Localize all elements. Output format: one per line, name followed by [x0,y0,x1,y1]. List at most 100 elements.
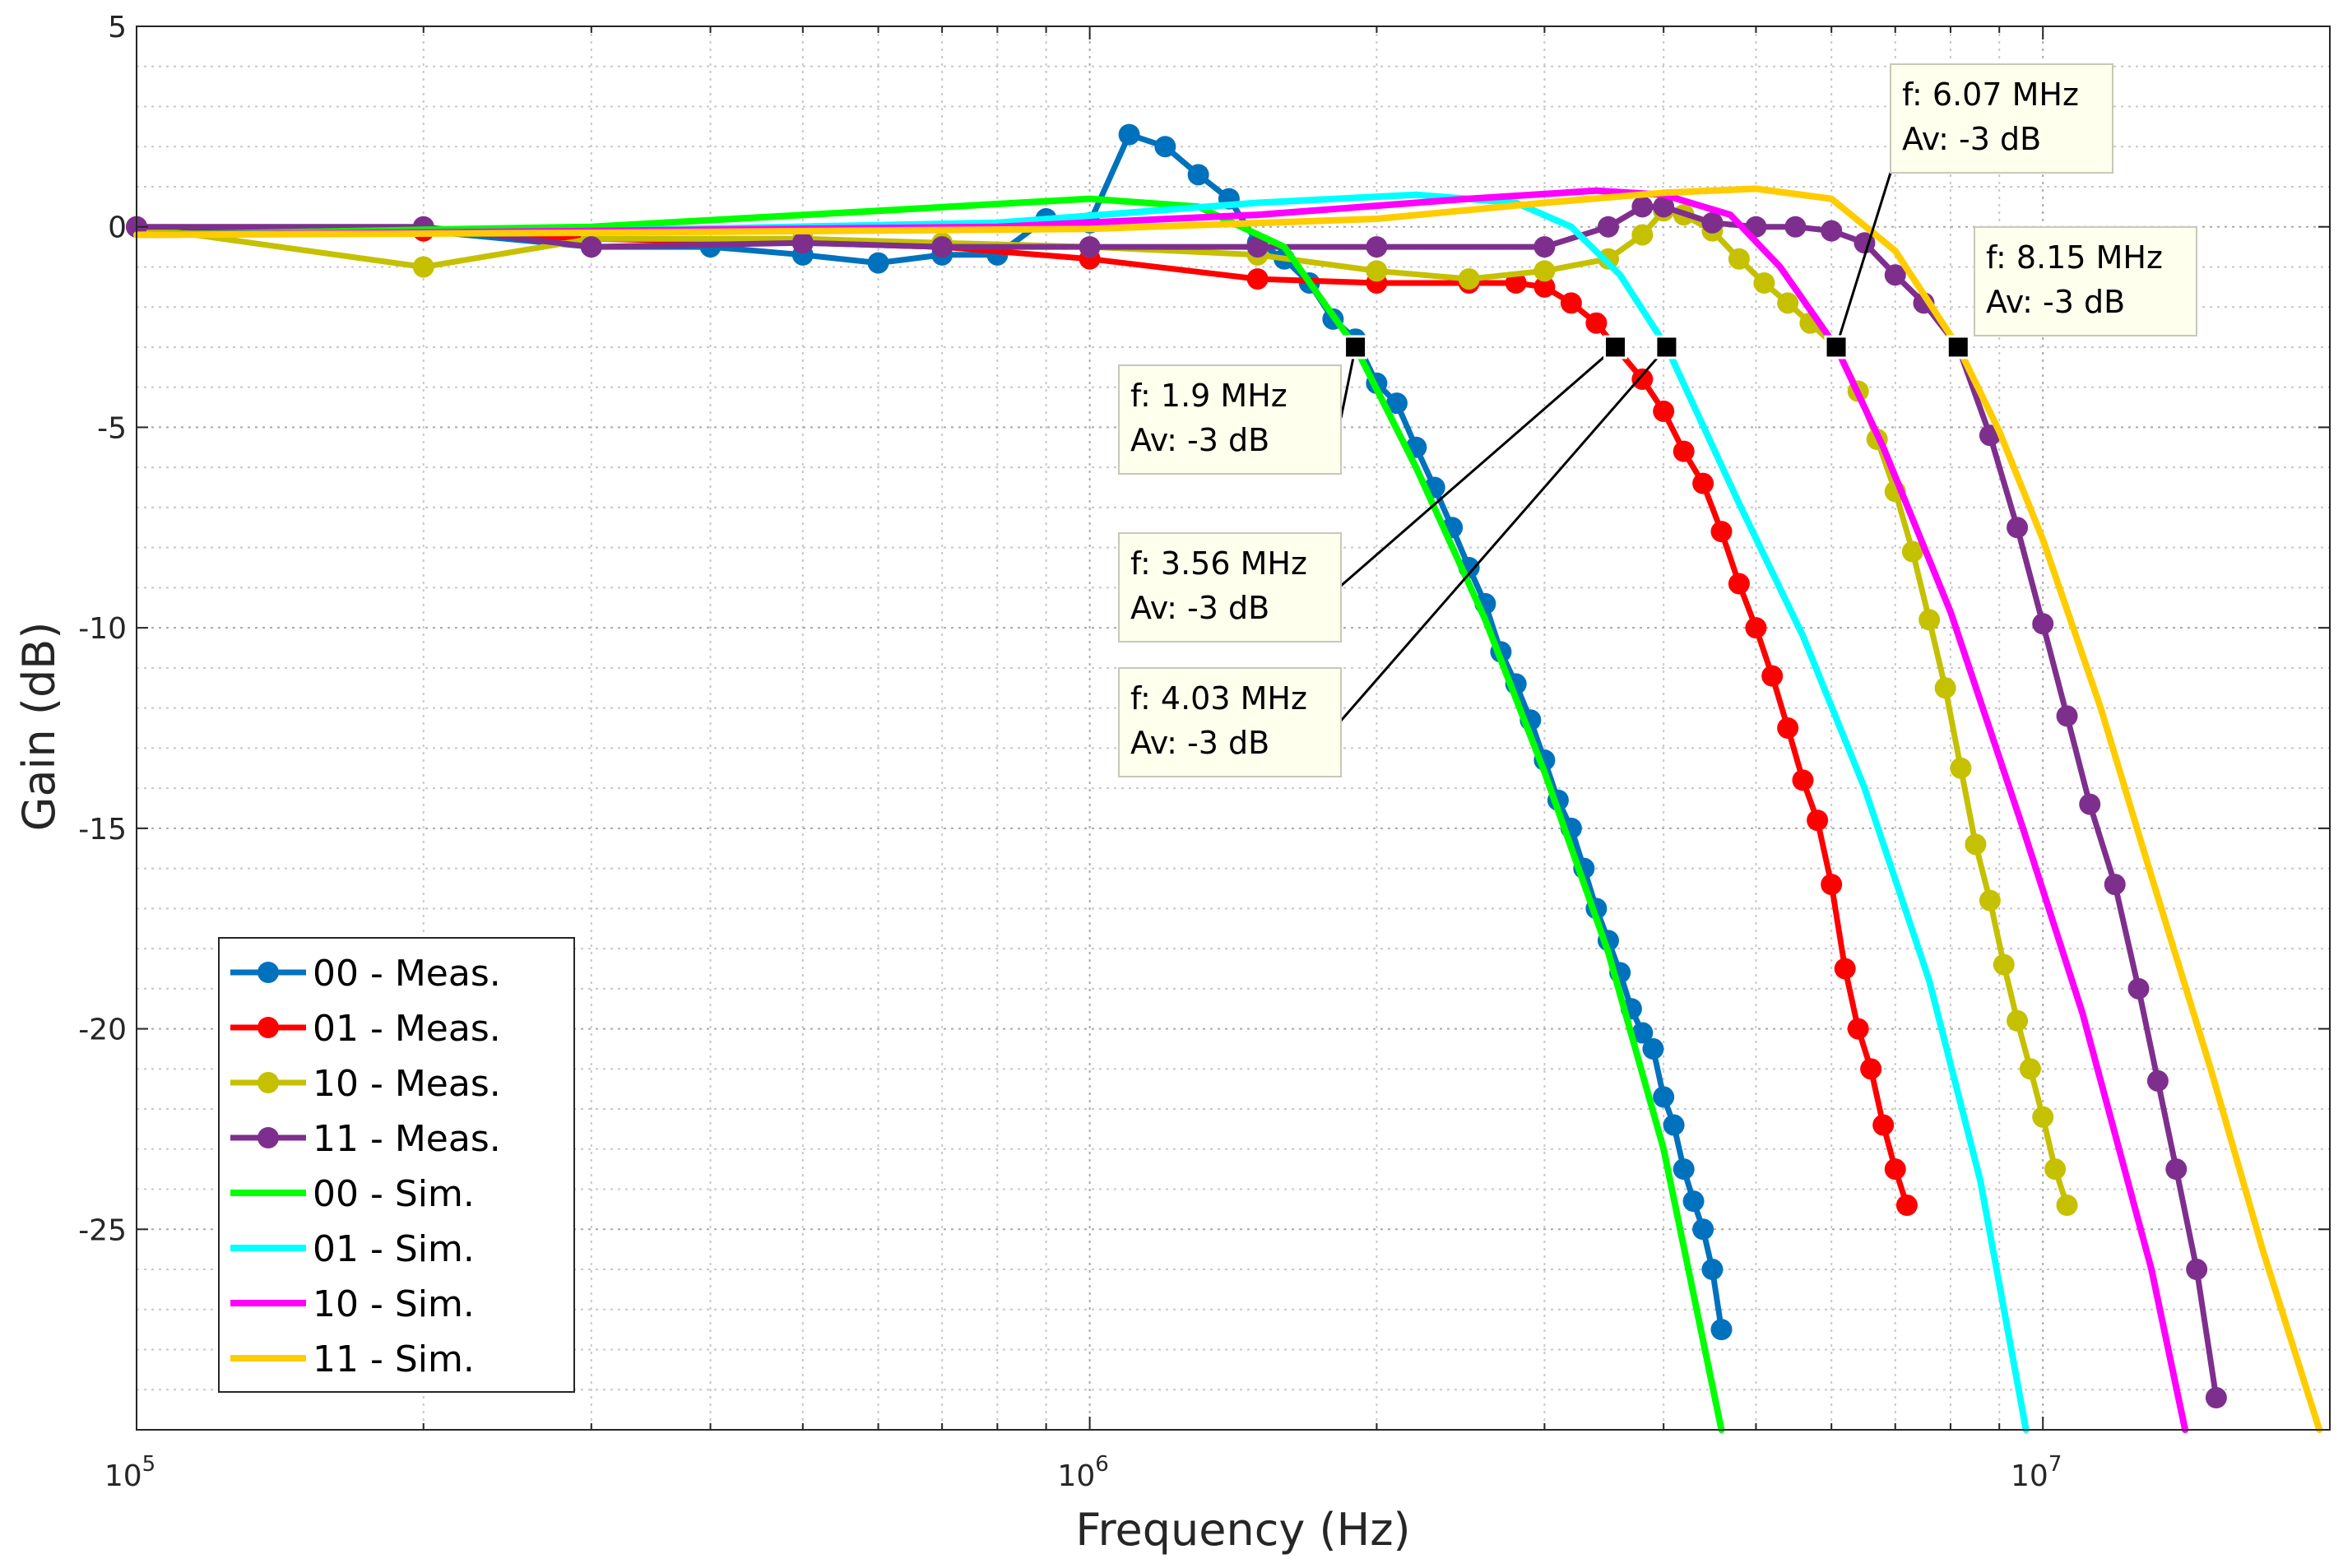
legend-label: 11 - Sim. [313,1338,475,1380]
data-point [1154,136,1176,158]
data-point [1965,833,1987,856]
datatip: f: 6.07 MHz Av: -3 dB [1824,63,2113,360]
y-tick-label: -10 [78,612,127,646]
data-point [1682,1190,1705,1213]
datatip-connector [1835,172,1892,348]
data-point [1692,1218,1714,1241]
datatip-marker [1824,335,1849,360]
data-point [1701,211,1724,234]
datatip-box [1890,63,2113,174]
data-point [1653,196,1675,218]
data-point [1673,440,1695,462]
data-point [867,252,889,274]
data-point [1777,292,1799,314]
y-tick-label: -20 [78,1014,127,1047]
datatip-frequency: f: 6.07 MHz [1902,77,2079,113]
data-point [1807,810,1829,832]
data-point [1934,677,1956,699]
legend-entry: 10 - Sim. [230,1283,475,1325]
data-point [1246,268,1269,290]
series-11-sim [133,185,2323,1433]
datatip-marker [1654,335,1679,360]
data-point [1710,521,1733,543]
legend-entry: 00 - Sim. [230,1173,475,1215]
data-point [1118,123,1140,146]
data-point [1458,268,1480,290]
legend-entry: 11 - Sim. [230,1338,475,1380]
series-line [133,224,1910,1208]
data-point [1631,224,1654,246]
data-point [1533,276,1556,298]
y-tick-label: 0 [108,211,127,245]
series-line [133,187,2189,1433]
data-point [1385,392,1408,415]
legend-swatch-marker [257,962,279,983]
data-point [1918,609,1941,631]
legend-label: 11 - Meas. [313,1118,501,1160]
data-point [1884,1158,1906,1181]
legend-swatch-marker [257,1072,279,1093]
datatip-gain: Av: -3 dB [1986,284,2125,320]
legend-label: 10 - Sim. [313,1283,475,1325]
axes: 5 0 -5 -10 -15 -20 -25 105 106 107 [78,11,2331,1493]
series-line [133,185,2323,1433]
legend-box [218,937,575,1393]
data-point [2044,1158,2067,1181]
data-point [1847,1018,1869,1040]
data-point [1631,368,1654,390]
data-point [1950,757,1972,779]
legend-entry: 11 - Meas. [230,1118,501,1160]
data-point [1728,573,1750,595]
data-point [1821,874,1843,896]
data-point [1792,769,1814,791]
data-point [1979,889,2001,912]
y-tick-label: 5 [108,11,127,44]
data-point [2165,1158,2188,1181]
x-tick-label: 106 [1057,1452,1108,1493]
data-point [1533,260,1556,282]
legend-label: 00 - Sim. [313,1173,475,1215]
datatip-box [1974,226,2197,336]
data-point [1642,1037,1664,1060]
x-tick-label: 105 [104,1452,155,1493]
datatip-gain: Av: -3 dB [1130,725,1269,761]
data-point [2056,1195,2078,1217]
data-point [1895,1195,1918,1217]
datatip-box [1118,364,1342,475]
data-point [412,256,434,278]
datatip-frequency: f: 8.15 MHz [1986,239,2163,276]
plot-box [136,26,2331,1431]
y-tick-label: -5 [97,411,127,445]
data-point [1692,472,1714,494]
series-01-sim [133,191,2030,1433]
data-point [1631,196,1654,218]
legend-entry: 00 - Meas. [230,953,501,995]
datatip-gain: Av: -3 dB [1130,590,1269,626]
data-point [1663,1114,1685,1136]
data-point [1993,953,2015,976]
datatip-frequency: f: 3.56 MHz [1130,545,1307,582]
data-point [1745,617,1767,639]
data-point [2079,793,2101,815]
x-tick-label: 107 [2011,1452,2062,1493]
datatip-frequency: f: 1.9 MHz [1130,378,1287,414]
y-tick-label: -15 [78,813,127,847]
datatip-connector [1340,346,1617,587]
data-point [1821,220,1843,242]
datatip: f: 4.03 MHz Av: -3 dB [1118,335,1679,777]
data-point [1631,1022,1654,1044]
datatip-box [1118,667,1342,777]
legend-label: 10 - Meas. [313,1063,501,1105]
data-point [1585,312,1608,334]
legend-label: 00 - Meas. [313,953,501,995]
datatip-marker [1343,335,1368,360]
datatip: f: 3.56 MHz Av: -3 dB [1118,335,1628,643]
datatip-frequency: f: 4.03 MHz [1130,680,1307,717]
datatip: f: 1.9 MHz Av: -3 dB [1118,335,1368,475]
datatip-marker [1603,335,1628,360]
data-point [1673,1158,1695,1181]
legend-entry: 01 - Sim. [230,1228,475,1270]
series-line [133,191,2030,1433]
data-point [2007,1009,2029,1032]
